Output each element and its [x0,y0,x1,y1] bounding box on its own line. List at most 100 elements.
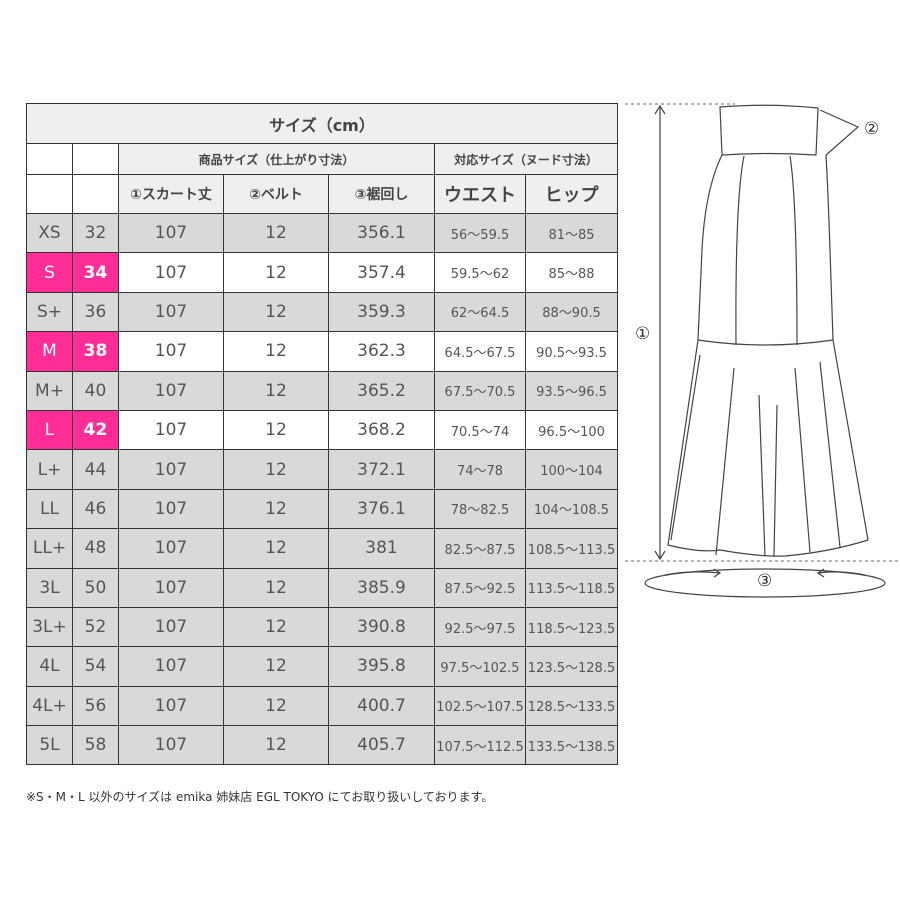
hem-cell: 405.7 [328,725,435,766]
waist-cell: 67.5～70.5 [434,370,526,411]
number-cell: 44 [72,449,119,490]
belt-cell: 12 [223,725,329,766]
length-cell: 107 [118,606,224,648]
belt-cell: 12 [223,331,329,372]
table-row: 4L+ 56 107 12 400.7 102.5～107.5 128.5～133.5 [26,685,619,727]
waist-cell: 59.5～62 [434,252,526,293]
skirt-body [667,154,869,557]
waist-cell: 97.5～102.5 [434,646,526,687]
waist-cell: 102.5～107.5 [434,685,526,727]
length-cell: 107 [118,528,224,569]
hip-cell: 85～88 [524,252,619,293]
size-cell: 4L [26,646,73,687]
length-cell: 107 [118,409,224,451]
length-cell: 107 [118,252,224,293]
number-cell: 50 [72,567,119,608]
column-header-hip: ヒップ [524,174,619,214]
footnote: ※S・M・L 以外のサイズは emika 姉妹店 EGL TOKYO にてお取り… [26,790,494,804]
table-row: 4L 54 107 12 395.8 97.5～102.5 123.5～128.5 [26,646,619,687]
waist-cell: 107.5～112.5 [434,725,526,766]
table-title: サイズ（cm） [25,103,619,144]
table-row: 5L 58 107 12 405.7 107.5～112.5 133.5～138.5 [26,725,619,766]
number-cell: 56 [72,685,119,727]
size-cell: LL+ [26,528,73,569]
label-length: ① [635,324,650,344]
number-cell: 42 [72,409,119,451]
belt-pointer [819,109,860,156]
size-cell: S [26,252,73,293]
hem-cell: 390.8 [328,606,435,648]
number-cell: 48 [72,528,119,569]
belt-cell: 12 [223,488,329,530]
hem-cell: 381 [328,528,435,569]
hip-cell: 118.5～123.5 [524,606,619,648]
waist-cell: 92.5～97.5 [434,606,526,648]
hip-cell: 113.5～118.5 [524,567,619,608]
panel-seams [670,155,841,557]
waist-cell: 56～59.5 [434,212,526,254]
waist-cell: 70.5～74 [434,409,526,451]
hip-cell: 88～90.5 [524,291,619,333]
size-cell: S+ [26,291,73,333]
belt-cell: 12 [223,291,329,333]
hem-cell: 362.3 [328,331,435,372]
nude-size-header: 対応サイズ（ヌード寸法） [433,143,619,175]
blank-cell [26,174,73,214]
number-cell: 52 [72,606,119,648]
waist-cell: 82.5～87.5 [434,528,526,569]
hem-cell: 359.3 [328,291,435,333]
size-cell: 4L+ [26,685,73,727]
size-cell: L+ [26,449,73,490]
blank-cell [72,174,119,214]
number-cell: 46 [72,488,119,530]
table-row: M 38 107 12 362.3 64.5～67.5 90.5～93.5 [26,331,619,372]
column-header-waist: ウエスト [434,174,526,214]
hem-cell: 357.4 [328,252,435,293]
hem-arrow-left [664,568,722,578]
hip-cell: 133.5～138.5 [524,725,619,766]
label-belt: ② [864,119,879,139]
length-cell: 107 [118,291,224,333]
belt-cell: 12 [223,212,329,254]
table-row: L+ 44 107 12 372.1 74～78 100～104 [26,449,619,490]
hem-cell: 400.7 [328,685,435,727]
label-hem: ③ [757,571,772,591]
number-cell: 36 [72,291,119,333]
length-cell: 107 [118,449,224,490]
number-cell: 40 [72,370,119,411]
table-row: 3L+ 52 107 12 390.8 92.5～97.5 118.5～123.5 [26,606,619,648]
length-cell: 107 [118,567,224,608]
hem-arrow-right [816,568,866,578]
table-row: 3L 50 107 12 385.9 87.5～92.5 113.5～118.5 [26,567,619,608]
column-header-belt: ②ベルト [223,174,329,214]
hem-cell: 372.1 [328,449,435,490]
hip-cell: 100～104 [524,449,619,490]
number-cell: 32 [72,212,119,254]
table-row: M+ 40 107 12 365.2 67.5～70.5 93.5～96.5 [26,370,619,411]
length-arrow-head-bottom [654,550,666,561]
length-cell: 107 [118,646,224,687]
hip-cell: 128.5～133.5 [524,685,619,727]
length-cell: 107 [118,725,224,766]
table-row: S 34 107 12 357.4 59.5～62 85～88 [26,252,619,293]
hem-cell: 376.1 [328,488,435,530]
length-arrow-head-top [654,104,666,115]
hip-cell: 123.5～128.5 [524,646,619,687]
size-table: サイズ（cm） 商品サイズ（仕上がり寸法） 対応サイズ（ヌード寸法） ①スカート… [25,103,619,766]
size-cell: M [26,331,73,372]
belt-cell: 12 [223,449,329,490]
product-size-header: 商品サイズ（仕上がり寸法） [118,143,435,175]
hip-cell: 90.5～93.5 [524,331,619,372]
belt-cell: 12 [223,252,329,293]
table-row: LL 46 107 12 376.1 78～82.5 104～108.5 [26,488,619,530]
number-cell: 54 [72,646,119,687]
size-cell: M+ [26,370,73,411]
belt-cell: 12 [223,646,329,687]
size-cell: LL [26,488,73,530]
size-cell: 5L [26,725,73,766]
waistband [719,104,819,156]
waist-cell: 74～78 [434,449,526,490]
column-header-hem: ③裾回し [328,174,435,214]
number-cell: 38 [72,331,119,372]
hem-cell: 365.2 [328,370,435,411]
